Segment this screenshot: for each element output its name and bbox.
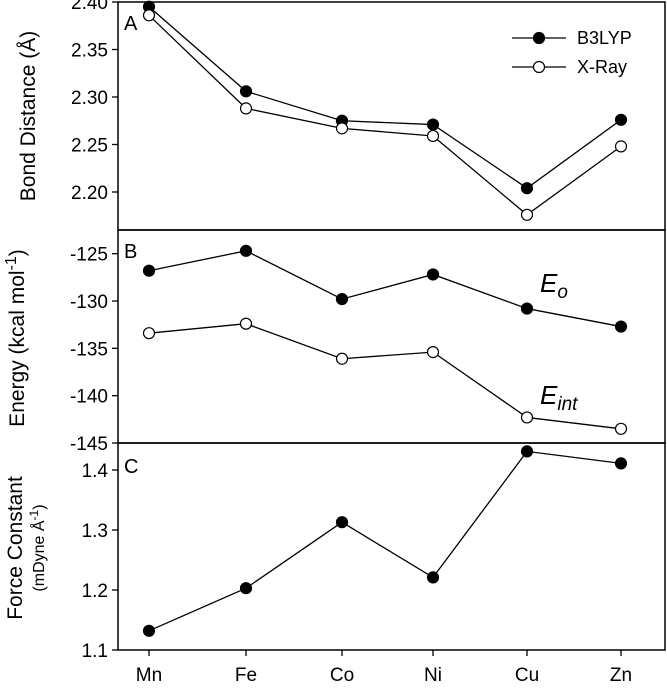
panel-c-ytick-label-1: 1.2 [82,581,108,602]
panel-b-ytick-label-1: -130 [70,292,108,313]
panel-a-series-0-point-cu [520,182,534,195]
panel-a-series-0-point-fe [239,85,253,98]
panel-b-series-1-point-mn [142,327,156,340]
panel-b-ytick-label-4: -145 [70,434,108,455]
annot-eo: Eo [540,268,568,303]
panel-b-ylabel-sup: -1 [3,256,20,270]
panel-a-series-1-point-cu [520,208,534,221]
panel-c-ytick-label-2: 1.3 [82,521,108,542]
panel-b-ylabel-close: ) [6,249,29,256]
panel-b-frame [117,229,666,444]
panel-b-series-0-point-cu [520,302,534,315]
panel-c-series-0-point-fe [239,582,253,595]
panel-b-series-0-point-mn [142,264,156,277]
panel-b-series-0-point-zn [614,320,628,333]
panel-b-ytick-label-2: -135 [70,339,108,360]
legend-b3lyp-label: B3LYP [577,28,632,48]
panel-b-series-0-point-fe [239,244,253,257]
panel-a-series-1-line [148,14,622,216]
panel-a-series-1-point-ni [426,129,440,143]
panel-a-ylabel: Bond Distance (Å) [17,31,40,201]
panel-b-ytick-label-0: -125 [70,245,108,266]
panel-b-ylabel: Energy (kcal mol-1) [3,249,29,427]
panel-a-letter: A [124,13,138,35]
panel-c-ylabel-line2-close: ) [31,504,48,509]
annot-eo-sub: o [557,282,568,303]
xtick-label-mn: Mn [136,665,162,686]
panel-b-series-1-point-zn [614,422,628,435]
panel-c-ylabel-line2-sup: -1 [27,509,41,520]
annot-eint: Eint [540,380,578,415]
xtick-label-co: Co [330,665,354,686]
xtick-label-fe: Fe [235,665,257,686]
panel-a-series-1-point-zn [614,140,628,153]
panel-c-series-0-point-zn [614,457,628,470]
panel-b-ylabel-main: Energy (kcal mol [6,270,29,426]
panel-a-ytick-label-1: 2.25 [71,136,108,157]
plot-layer: 2.20 2.25 2.30 2.35 2.40 -125 -130 -135 -140 -145… [70,0,632,686]
panel-b-letter: B [124,241,137,263]
panel-c-ytick-label-0: 1.1 [82,641,108,662]
panel-b-series-0-point-co [335,293,349,306]
panel-b-ytick-label-3: -140 [70,387,108,408]
panel-c-ylabel-line1: Force Constant [4,476,27,620]
panel-a-series-1-point-fe [239,102,253,115]
panel-c-series-0-point-co [335,516,349,529]
panel-a-ytick-label-0: 2.20 [71,183,108,204]
panel-a-series-0-point-zn [614,113,628,126]
panel-c-ytick-label-3: 1.4 [82,461,109,482]
xtick-label-zn: Zn [610,665,632,686]
panel-b-series-0-line [148,250,622,328]
panel-a-series-0-point-ni [426,118,440,131]
panel-c-letter: C [124,456,138,478]
panel-c-series-0-point-cu [520,445,534,458]
panel-b-series-1-point-ni [426,346,440,359]
panel-b-series-1-line [148,323,622,430]
panel-a-ytick-label-3: 2.35 [71,41,108,62]
panel-c-series-0-point-mn [142,624,156,637]
panel-b-series-1-point-cu [520,411,534,424]
panel-c-ylabel-line2: (mDyne Å-1) [27,504,48,591]
annot-eint-sub: int [557,394,578,415]
legend-xray-marker [532,60,546,74]
panel-a-series-0-line [148,6,622,189]
legend-b3lyp-marker [532,31,546,45]
panel-a-series-1-point-co [335,122,349,135]
panel-c-ylabel-line2-main: (mDyne Å [29,520,48,591]
panel-a-ytick-label-2: 2.30 [71,88,108,109]
panel-a-ytick-label-4: 2.40 [71,0,108,14]
panel-b-series-1-point-co [335,352,349,365]
xtick-label-cu: Cu [515,665,539,686]
annot-eo-main: E [540,268,558,298]
panel-a-series-1-point-mn [142,9,156,22]
panel-c-frame [117,442,666,651]
panel-b-series-0-point-ni [426,268,440,281]
panel-c-series-0-line [148,450,622,632]
legend: B3LYP X-Ray [512,28,632,77]
panel-c-series-0-point-ni [426,571,440,584]
xtick-label-ni: Ni [424,665,442,686]
legend-xray-label: X-Ray [577,57,627,77]
panel-b-series-1-point-fe [239,317,253,330]
annot-eint-main: E [540,380,558,410]
